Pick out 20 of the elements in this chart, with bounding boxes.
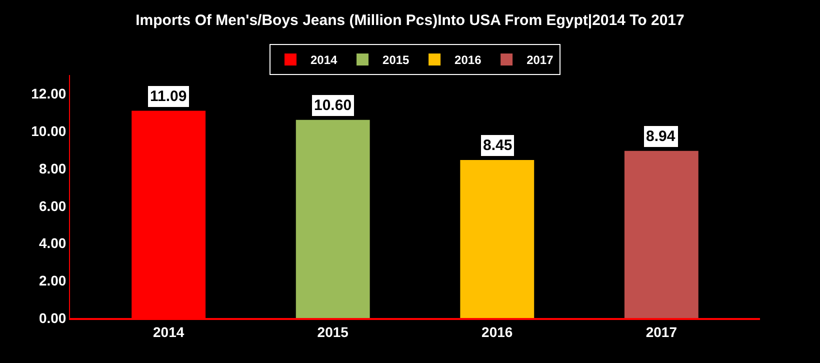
legend-label: 2015 (382, 53, 410, 68)
y-tick-label: 6.00 (38, 198, 66, 214)
y-tick-label: 4.00 (38, 235, 66, 252)
x-tick-label: 2016 (482, 324, 513, 340)
x-tick-label: 2017 (646, 324, 678, 340)
x-tick-label: 2014 (152, 324, 184, 340)
y-tick-label: 0.00 (38, 310, 66, 326)
x-tick-label: 2015 (317, 324, 349, 340)
data-label: 8.45 (483, 137, 512, 154)
data-label: 10.60 (314, 97, 352, 114)
chart-title: Imports Of Men's/Boys Jeans (Million Pcs)Into USA From Egypt|2014 To 2017 (136, 12, 684, 30)
data-label: 11.09 (150, 88, 187, 105)
y-tick-label: 10.00 (31, 122, 66, 139)
legend-label: 2016 (454, 53, 482, 68)
legend-label: 2014 (310, 53, 338, 68)
legend-label: 2017 (526, 53, 554, 68)
y-tick-label: 2.00 (38, 272, 66, 289)
y-tick-label: 12.00 (31, 86, 66, 102)
y-tick-label: 8.00 (38, 160, 66, 176)
data-label: 8.94 (646, 128, 676, 145)
